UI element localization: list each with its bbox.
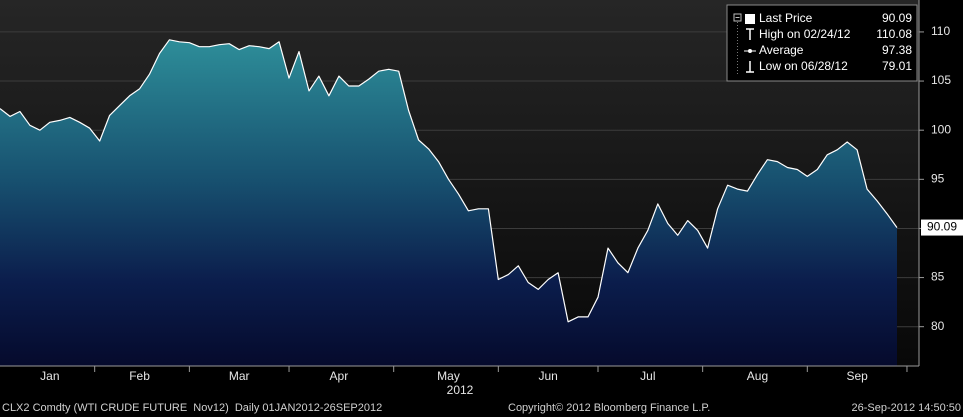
legend-value: 110.08 xyxy=(876,27,912,41)
legend-icon-low xyxy=(746,61,754,73)
x-year-label: 2012 xyxy=(447,383,474,397)
axes: 80859095100105110JanFebMarAprMayJunJulAu… xyxy=(40,24,963,383)
legend-icon-high xyxy=(746,28,754,40)
area-fill xyxy=(0,39,897,367)
y-tick-label: 80 xyxy=(931,319,945,333)
legend-value: 97.38 xyxy=(882,43,912,57)
legend-label: Average xyxy=(759,43,804,57)
last-price-tag xyxy=(921,219,963,236)
last-price-label: 90.09 xyxy=(927,220,957,234)
footer-left: CLX2 Comdty (WTI CRUDE FUTURE Nov12) Dai… xyxy=(2,402,382,414)
footer-right: 26-Sep-2012 14:50:50 xyxy=(852,402,961,414)
x-tick-label: Aug xyxy=(747,369,768,383)
x-tick-label: Feb xyxy=(129,369,150,383)
x-tick-label: Mar xyxy=(229,369,250,383)
footer-center: Copyright© 2012 Bloomberg Finance L.P. xyxy=(508,402,710,414)
y-tick-label: 105 xyxy=(931,73,951,87)
legend-collapse-icon xyxy=(733,13,742,22)
x-tick-label: Apr xyxy=(330,369,349,383)
legend-value: 90.09 xyxy=(882,11,912,25)
legend-label: Low on 06/28/12 xyxy=(759,59,848,73)
x-tick-label: Jun xyxy=(538,369,557,383)
legend-swatch xyxy=(745,14,755,24)
plot xyxy=(0,39,898,367)
x-tick-label: Jul xyxy=(640,369,655,383)
x-tick-label: Sep xyxy=(846,369,868,383)
x-tick-label: Jan xyxy=(40,369,59,383)
legend: Last Price 90.09 High on 02/24/12 110.08… xyxy=(726,4,918,82)
y-tick-label: 100 xyxy=(931,122,951,136)
legend-icon-average xyxy=(748,49,752,53)
x-tick-label: May xyxy=(437,369,460,383)
y-tick-label: 110 xyxy=(931,24,950,38)
legend-label: Last Price xyxy=(759,11,813,25)
price-line xyxy=(0,39,898,323)
y-tick-label: 95 xyxy=(931,171,945,185)
legend-box xyxy=(726,4,918,82)
y-tick-label: 85 xyxy=(931,270,945,284)
legend-label: High on 02/24/12 xyxy=(759,27,851,41)
legend-value: 79.01 xyxy=(882,59,912,73)
